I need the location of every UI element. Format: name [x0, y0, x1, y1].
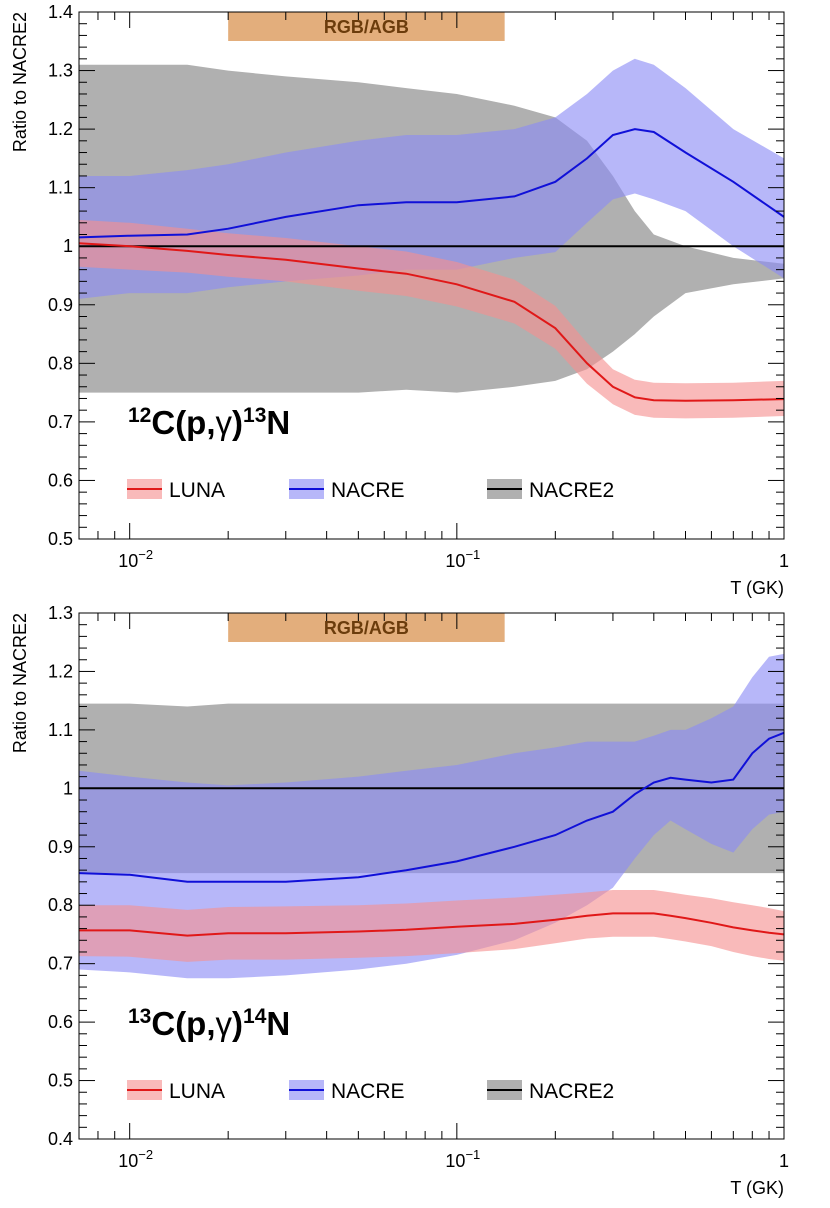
- line-nacre: [79, 731, 784, 883]
- y-tick-label: 0.7: [48, 954, 73, 974]
- y-tick-label: 0.9: [48, 837, 73, 857]
- y-tick-label: 0.9: [48, 295, 73, 315]
- y-tick-label: 0.5: [48, 529, 73, 549]
- plot-frame: [78, 612, 785, 1140]
- plot-frame: [78, 11, 785, 540]
- y-axis-title: Ratio to NACRE2: [10, 12, 30, 152]
- plot-area: [79, 58, 784, 419]
- x-tick-label: 1: [779, 551, 789, 571]
- x-tick-label: 10−2: [118, 547, 153, 571]
- y-tick-label: 1.3: [48, 603, 73, 623]
- x-tick-label: 10−1: [445, 547, 480, 571]
- x-tick-label: 10−1: [445, 1147, 480, 1171]
- y-tick-label: 1.2: [48, 661, 73, 681]
- line-luna: [79, 912, 784, 937]
- banner-label: RGB/AGB: [324, 618, 409, 638]
- y-tick-label: 1.3: [48, 61, 73, 81]
- x-axis-title: T (GK): [730, 578, 784, 598]
- banner-box: [228, 613, 505, 642]
- line-luna: [79, 242, 784, 402]
- legend-item-nacre2: NACRE2: [487, 1080, 614, 1103]
- y-tick-label: 0.7: [48, 412, 73, 432]
- legend-label: LUNA: [169, 1080, 225, 1103]
- band-nacre: [79, 653, 784, 979]
- panel-1: RGB/AGB 0.5 0.6 0.7 0.8 0.9 1 1.1 1.2 1.3 1.4 10−2 1…: [10, 2, 789, 598]
- legend-label: NACRE2: [529, 1080, 614, 1103]
- band-luna: [79, 219, 784, 419]
- reaction-label: 13C(p,γ)14N: [128, 1005, 290, 1042]
- banner-box: [228, 12, 505, 41]
- legend-label: NACRE: [331, 1080, 405, 1103]
- y-tick-label: 0.6: [48, 1012, 73, 1032]
- y-tick-label: 0.8: [48, 895, 73, 915]
- y-tick-label: 1.2: [48, 119, 73, 139]
- x-axis-title: T (GK): [730, 1178, 784, 1198]
- legend-label: NACRE2: [529, 479, 614, 502]
- y-tick-label: 0.5: [48, 1071, 73, 1091]
- y-tick-label: 1.4: [48, 2, 73, 22]
- banner-label: RGB/AGB: [324, 17, 409, 37]
- line-nacre: [79, 128, 784, 239]
- x-tick-label: 10−2: [118, 1147, 153, 1171]
- legend-item-luna: LUNA: [127, 1080, 225, 1103]
- legend-item-nacre: NACRE: [289, 479, 405, 502]
- legend-item-nacre2: NACRE2: [487, 479, 614, 502]
- y-tick-label: 0.8: [48, 353, 73, 373]
- legend-item-nacre: NACRE: [289, 1080, 405, 1103]
- x-tick-label: 1: [779, 1151, 789, 1171]
- y-tick-label: 0.4: [48, 1129, 73, 1149]
- y-axis-title: Ratio to NACRE2: [10, 613, 30, 753]
- legend-label: NACRE: [331, 479, 405, 502]
- y-tick-label: 0.6: [48, 470, 73, 490]
- plot-area: [79, 653, 784, 979]
- y-tick-label: 1.1: [48, 178, 73, 198]
- reaction-label: 12C(p,γ)13N: [128, 404, 290, 441]
- y-tick-label: 1: [63, 236, 73, 256]
- legend-label: LUNA: [169, 479, 225, 502]
- band-luna: [79, 890, 784, 962]
- y-tick-label: 1: [63, 778, 73, 798]
- legend-item-luna: LUNA: [127, 479, 225, 502]
- panel-2: RGB/AGB 0.4 0.5 0.6 0.7 0.8 0.9 1 1.1 1.2 1.3 10−2 1…: [10, 603, 789, 1198]
- y-tick-label: 1.1: [48, 720, 73, 740]
